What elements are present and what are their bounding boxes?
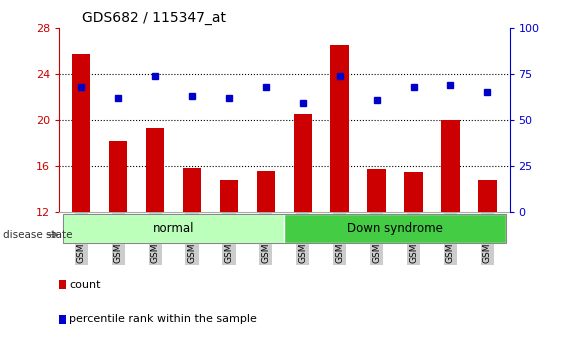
Bar [293, 114, 312, 345]
Bar [404, 172, 423, 345]
Bar [146, 128, 164, 345]
Text: disease state: disease state [3, 230, 72, 240]
Bar [478, 180, 497, 345]
Bar [368, 169, 386, 345]
Bar [257, 171, 275, 345]
Text: percentile rank within the sample: percentile rank within the sample [69, 314, 257, 324]
Text: Down syndrome: Down syndrome [347, 222, 443, 235]
Bar [109, 141, 127, 345]
Text: GDS682 / 115347_at: GDS682 / 115347_at [82, 11, 226, 25]
Text: count: count [69, 280, 101, 289]
Bar [284, 214, 506, 243]
Bar [63, 214, 284, 243]
Bar [441, 120, 459, 345]
Bar [183, 168, 201, 345]
Bar [220, 180, 238, 345]
Text: normal: normal [153, 222, 194, 235]
Bar [330, 45, 349, 345]
Bar [72, 54, 91, 345]
